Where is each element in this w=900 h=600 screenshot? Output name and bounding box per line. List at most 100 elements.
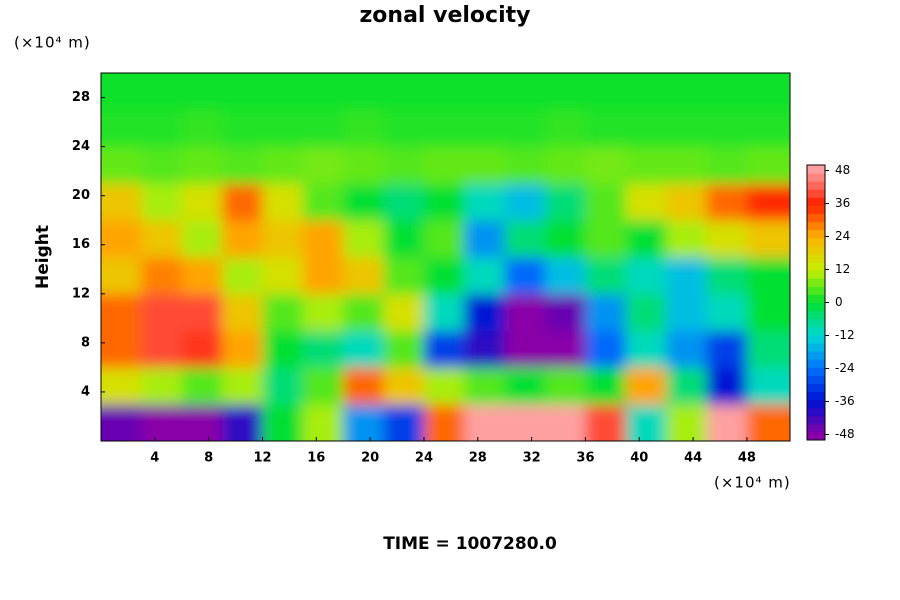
cell bbox=[101, 257, 142, 295]
colorbar-band bbox=[807, 302, 825, 312]
cell bbox=[585, 109, 627, 148]
colorbar-band bbox=[807, 237, 825, 247]
chart-title: zonal velocity bbox=[360, 3, 531, 28]
y-tick-label: 8 bbox=[81, 335, 90, 350]
cell bbox=[101, 109, 142, 148]
cell bbox=[141, 257, 183, 295]
cell bbox=[222, 183, 263, 221]
cell bbox=[141, 109, 183, 148]
cell bbox=[383, 73, 425, 111]
cell bbox=[504, 257, 546, 295]
cell bbox=[504, 109, 546, 148]
cell bbox=[262, 146, 304, 184]
cell bbox=[262, 220, 304, 258]
colorbar-band bbox=[807, 351, 825, 360]
x-tick-label: 4 bbox=[150, 451, 159, 466]
cell bbox=[585, 220, 627, 258]
cell bbox=[504, 330, 546, 368]
y-tick-label: 28 bbox=[72, 90, 90, 105]
cell bbox=[504, 220, 546, 258]
cell bbox=[101, 367, 142, 405]
colorbar-band bbox=[807, 294, 825, 303]
cell bbox=[101, 220, 142, 258]
cell bbox=[464, 183, 506, 221]
cell bbox=[181, 330, 223, 368]
cell bbox=[585, 146, 627, 184]
cell bbox=[222, 404, 263, 441]
cell bbox=[181, 220, 223, 258]
cell bbox=[666, 220, 708, 258]
x-tick-label: 36 bbox=[576, 451, 594, 466]
cell bbox=[706, 257, 748, 295]
cell bbox=[545, 330, 586, 368]
cell bbox=[343, 330, 385, 368]
x-tick-label: 16 bbox=[307, 451, 325, 466]
cell bbox=[545, 257, 586, 295]
cell bbox=[101, 293, 142, 332]
cell bbox=[504, 293, 546, 332]
colorbar-band bbox=[807, 423, 825, 433]
cell bbox=[141, 146, 183, 184]
colorbar-band bbox=[807, 359, 825, 368]
cell bbox=[262, 293, 304, 332]
colorbar-band bbox=[807, 181, 825, 190]
cell bbox=[302, 367, 344, 405]
cell bbox=[585, 330, 627, 368]
cell bbox=[504, 404, 546, 441]
cell bbox=[302, 183, 344, 221]
field bbox=[101, 73, 790, 441]
colorbar-band bbox=[807, 326, 825, 336]
cell bbox=[625, 367, 667, 405]
cell bbox=[343, 109, 385, 148]
cell bbox=[666, 293, 708, 332]
cell bbox=[666, 257, 708, 295]
cell bbox=[302, 109, 344, 148]
colorbar-band bbox=[807, 253, 825, 263]
cell bbox=[625, 257, 667, 295]
cell bbox=[181, 73, 223, 111]
colorbar-band bbox=[807, 367, 825, 376]
x-tick-label: 44 bbox=[684, 451, 702, 466]
colorbar-band bbox=[807, 334, 825, 344]
cell bbox=[545, 146, 586, 184]
cell bbox=[343, 220, 385, 258]
cell bbox=[383, 257, 425, 295]
cell bbox=[343, 73, 385, 111]
cell bbox=[423, 293, 465, 332]
cell bbox=[504, 367, 546, 405]
cell bbox=[383, 367, 425, 405]
cell bbox=[222, 367, 263, 405]
cell bbox=[746, 109, 790, 148]
colorbar-band bbox=[807, 197, 825, 206]
cell bbox=[585, 404, 627, 441]
cell bbox=[464, 220, 506, 258]
cell bbox=[706, 146, 748, 184]
colorbar-band bbox=[807, 399, 825, 409]
colorbar-tick-label: 24 bbox=[835, 229, 850, 243]
plot-frame bbox=[100, 72, 791, 442]
cell bbox=[504, 73, 546, 111]
cell bbox=[585, 73, 627, 111]
cell bbox=[423, 220, 465, 258]
cell bbox=[545, 220, 586, 258]
cell bbox=[746, 220, 790, 258]
cell bbox=[625, 220, 667, 258]
cell bbox=[706, 367, 748, 405]
cell bbox=[101, 183, 142, 221]
cell bbox=[141, 183, 183, 221]
cell bbox=[262, 257, 304, 295]
x-unit: (×10⁴ m) bbox=[714, 474, 791, 492]
cell bbox=[383, 404, 425, 441]
cell bbox=[545, 293, 586, 332]
cell bbox=[101, 404, 142, 441]
cell bbox=[222, 330, 263, 368]
cell bbox=[545, 367, 586, 405]
colorbar-band bbox=[807, 213, 825, 223]
cell bbox=[343, 367, 385, 405]
colorbar-band bbox=[807, 205, 825, 215]
cell bbox=[302, 404, 344, 441]
cell bbox=[181, 183, 223, 221]
colorbar-tick-label: -36 bbox=[835, 394, 855, 408]
colorbar-band bbox=[807, 165, 825, 174]
